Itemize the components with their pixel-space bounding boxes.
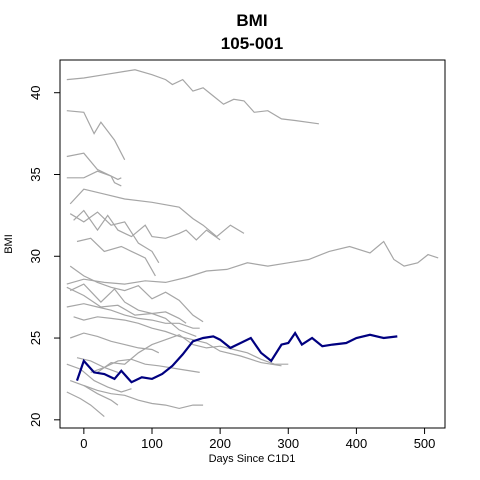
chart-title: BMI (236, 11, 267, 30)
y-tick-label: 20 (28, 413, 43, 427)
background-series-line (76, 237, 156, 277)
background-series-line (69, 265, 204, 323)
background-series-line (73, 209, 221, 241)
y-axis: 20 25 30 35 40 (28, 85, 61, 427)
plot-lines (66, 69, 439, 418)
background-series-line (69, 188, 245, 238)
background-series-line (69, 211, 160, 264)
background-series-line (83, 384, 204, 410)
x-tick-label: 0 (80, 436, 87, 451)
y-axis-label: BMI (3, 234, 15, 254)
highlighted-series-line (75, 331, 398, 384)
background-series-line (66, 69, 319, 125)
x-axis: 0 100 200 300 400 500 (80, 427, 436, 451)
background-series-line (69, 380, 119, 406)
background-series-line (66, 152, 122, 181)
background-series-line (66, 303, 200, 329)
background-series-line (69, 283, 197, 337)
y-tick-label: 25 (28, 331, 43, 345)
background-series-line (66, 286, 187, 324)
background-series-line (97, 334, 289, 373)
x-tick-label: 400 (346, 436, 368, 451)
x-tick-label: 300 (277, 436, 299, 451)
background-series-line (73, 316, 282, 367)
x-tick-label: 500 (414, 436, 436, 451)
y-tick-label: 35 (28, 167, 43, 181)
background-series-line (66, 170, 122, 187)
y-tick-label: 40 (28, 85, 43, 99)
background-series-line (66, 391, 105, 418)
background-series-line (66, 110, 126, 161)
background-series-line (66, 240, 439, 285)
x-tick-label: 200 (209, 436, 231, 451)
background-series-line (76, 357, 119, 373)
x-axis-label: Days Since C1D1 (209, 453, 296, 465)
y-tick-label: 30 (28, 249, 43, 263)
chart-subtitle: 105-001 (221, 34, 283, 53)
background-series-line (66, 363, 132, 393)
background-series-line (69, 332, 160, 354)
x-tick-label: 100 (141, 436, 163, 451)
